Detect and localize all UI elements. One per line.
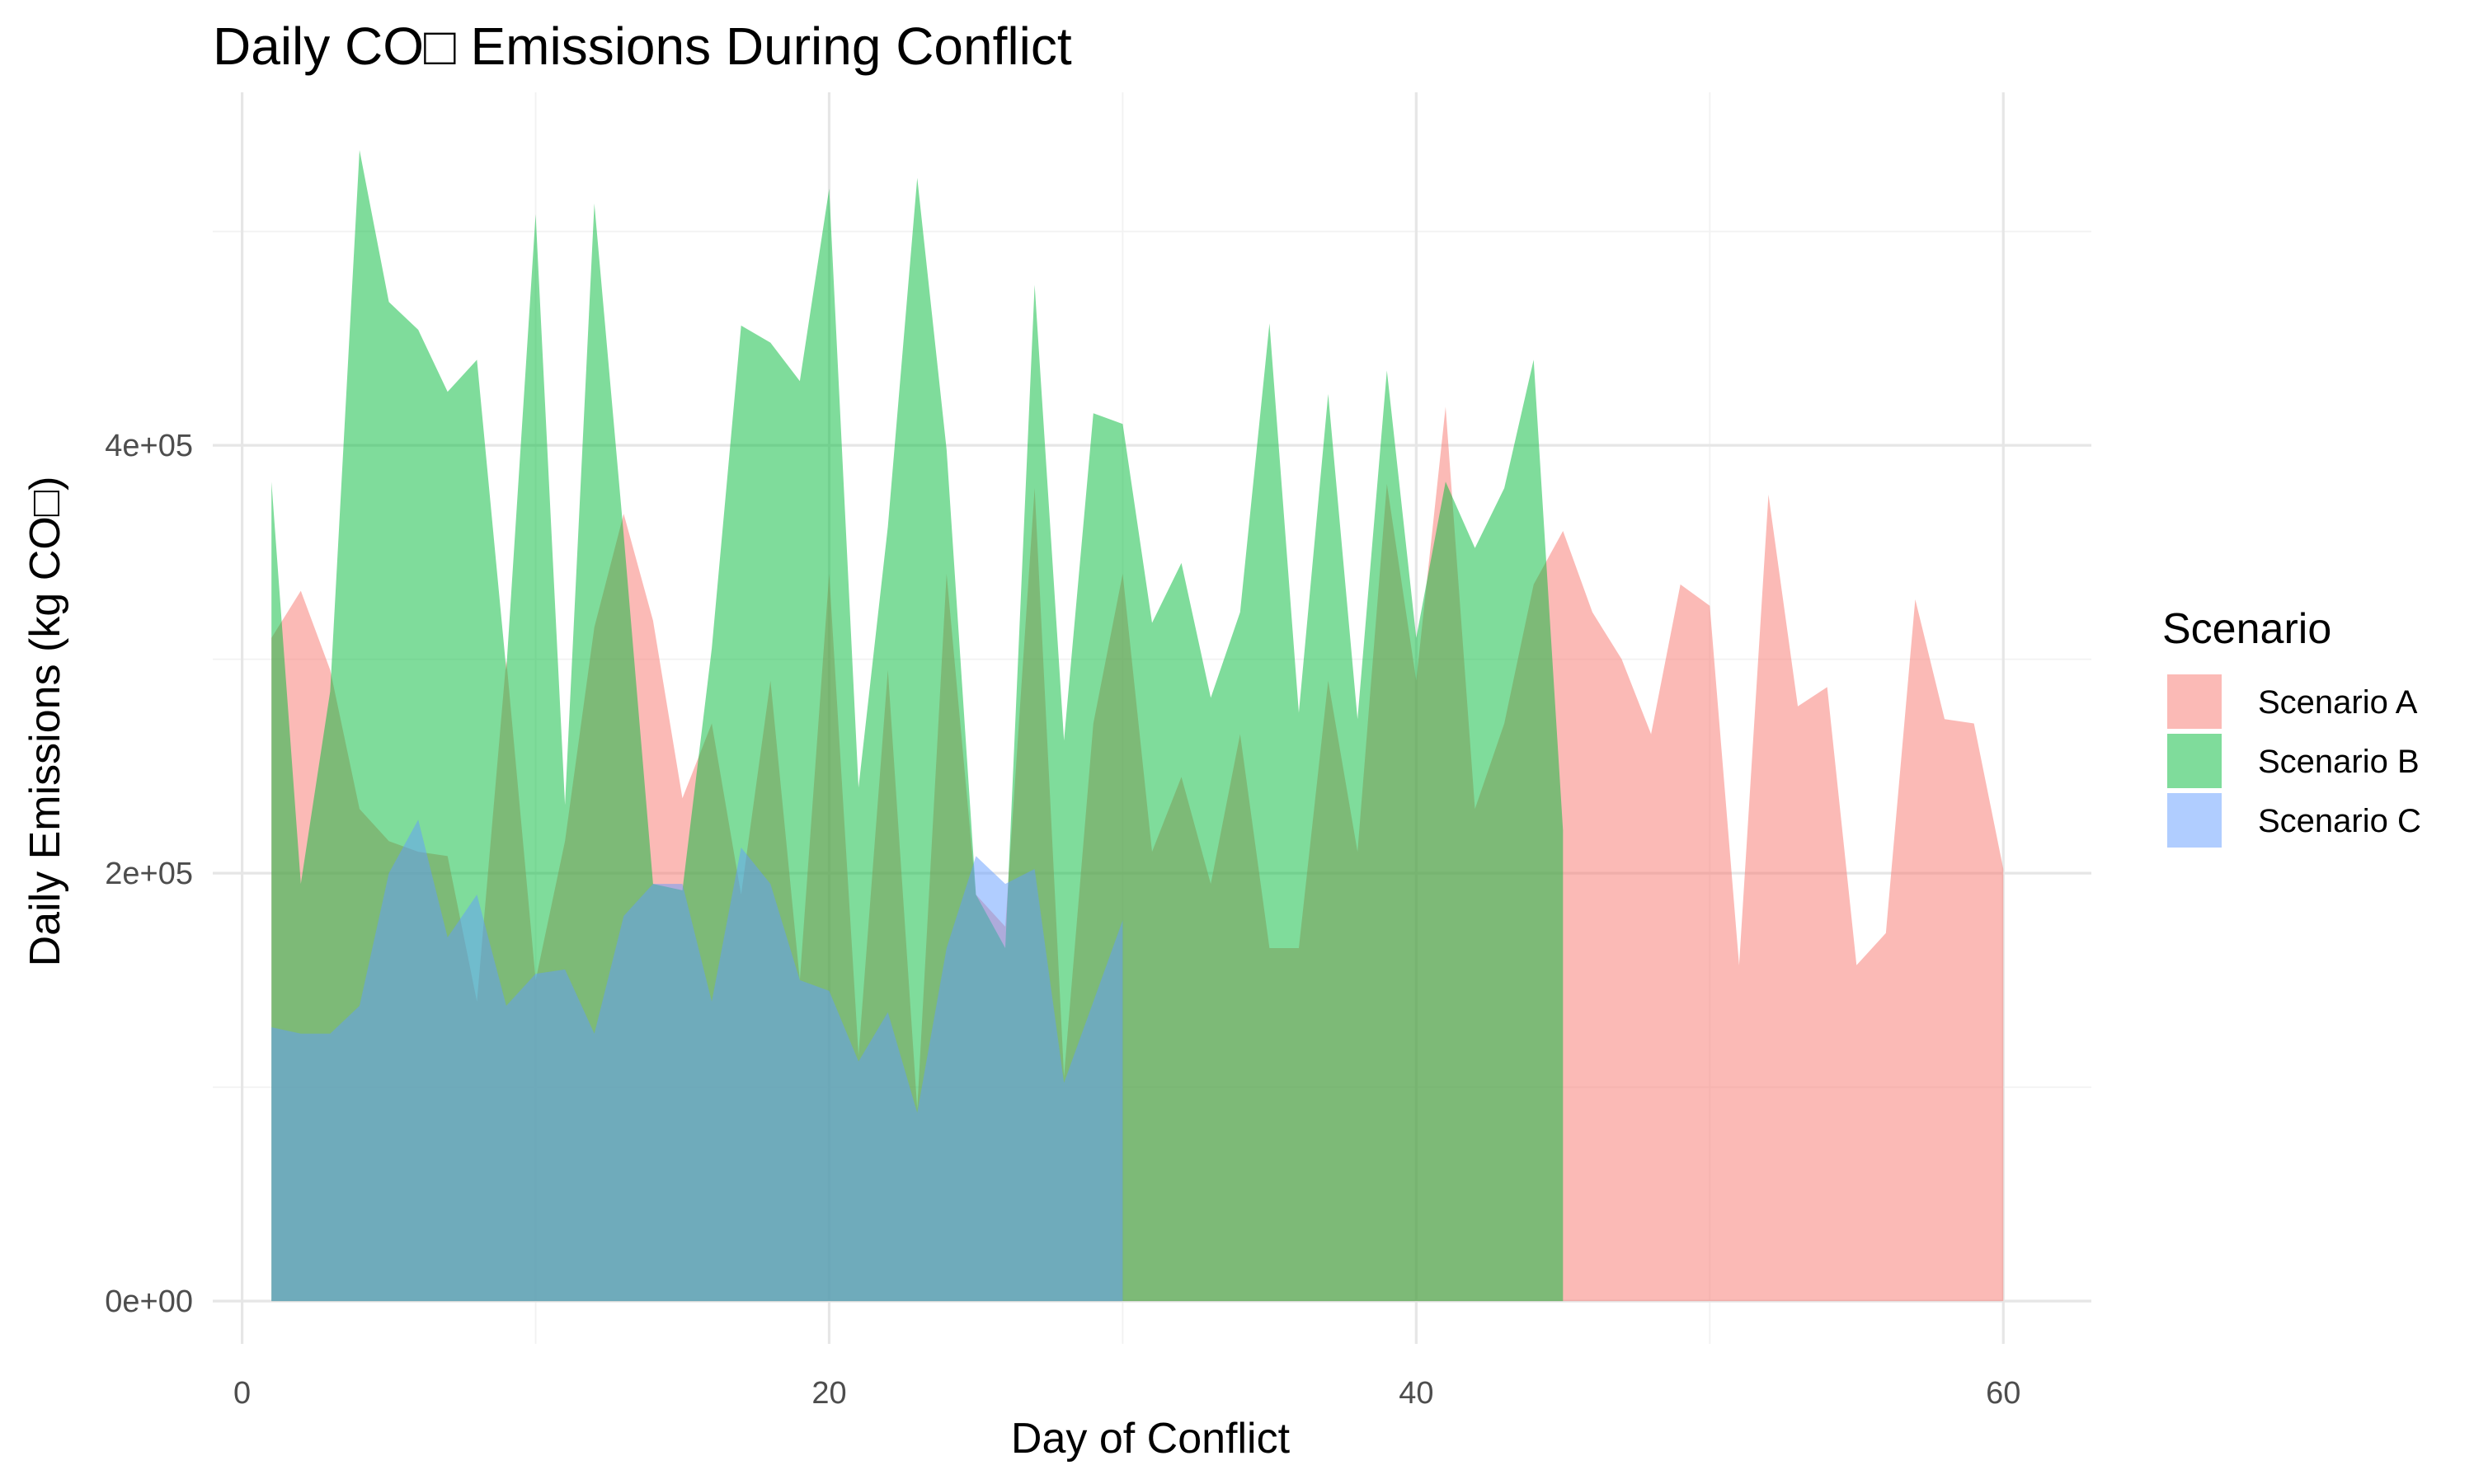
x-axis-title: Day of Conflict bbox=[1011, 1415, 1291, 1463]
legend-key-scenario-b bbox=[2167, 734, 2222, 788]
plot-areas bbox=[271, 150, 2004, 1302]
x-tick-label: 0 bbox=[233, 1376, 251, 1411]
x-tick-label: 20 bbox=[811, 1376, 846, 1411]
area-scenario-b bbox=[271, 150, 1564, 1302]
x-tick-label: 60 bbox=[1986, 1376, 2020, 1411]
chart-title: Daily CO□ Emissions During Conflict bbox=[213, 16, 1072, 76]
y-tick-label: 0e+00 bbox=[105, 1284, 193, 1319]
y-axis-title: Daily Emissions (kg CO□) bbox=[21, 477, 69, 967]
area-scenario-c bbox=[271, 819, 1123, 1302]
legend-label-scenario-c: Scenario C bbox=[2258, 803, 2421, 839]
legend-label-scenario-a: Scenario A bbox=[2258, 684, 2418, 721]
legend-key-scenario-a bbox=[2167, 674, 2222, 729]
legend-label-scenario-b: Scenario B bbox=[2258, 744, 2420, 780]
legend: Scenario Scenario A Scenario B Scenario C bbox=[2162, 605, 2421, 848]
legend-title: Scenario bbox=[2162, 605, 2331, 653]
x-tick-label: 40 bbox=[1399, 1376, 1433, 1411]
axis-ticks: 0 20 40 60 0e+00 2e+05 4e+05 bbox=[105, 429, 2020, 1411]
y-tick-label: 2e+05 bbox=[105, 857, 193, 891]
legend-key-scenario-c bbox=[2167, 793, 2222, 848]
y-tick-label: 4e+05 bbox=[105, 429, 193, 463]
